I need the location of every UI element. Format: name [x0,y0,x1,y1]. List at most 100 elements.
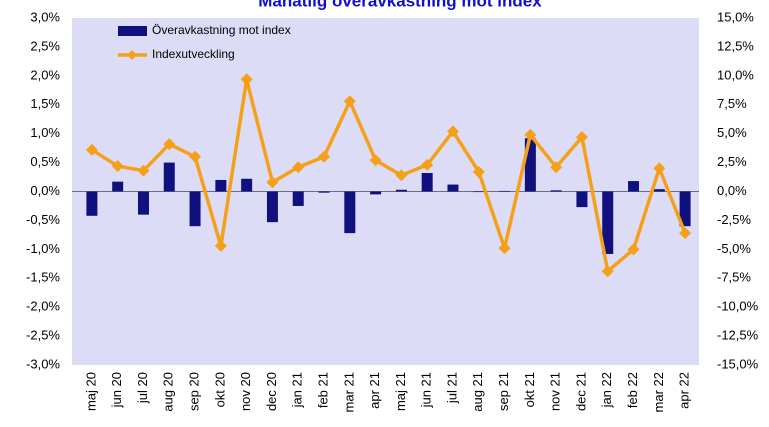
y-tick-label: 1,5% [30,96,60,111]
line-marker [653,162,666,175]
line-marker [524,128,537,141]
y2-tick-label: 2,5% [717,154,747,169]
y2-tick-label: 10,0% [717,67,754,82]
legend-label: Indexutveckling [152,47,235,61]
y-tick-label: -3,0% [26,356,60,371]
line-marker [292,161,305,174]
x-tick-label: jan 21 [290,372,305,408]
x-tick-label: maj 21 [393,372,408,411]
x-tick-label: apr 21 [367,372,382,409]
bar [344,191,356,234]
bar [628,181,640,192]
x-tick-label: jun 20 [109,372,124,408]
line [90,77,687,274]
line-marker [266,176,279,189]
x-tick-label: nov 20 [238,372,253,411]
y2-tick-label: 7,5% [717,96,747,111]
x-tick-label: aug 21 [470,372,485,412]
x-tick-label: apr 22 [677,372,692,409]
bar [370,191,382,195]
line-marker [395,169,408,182]
y2-tick-label: 0,0% [717,183,747,198]
y-tick-label: 2,5% [30,38,60,53]
bar [550,190,562,192]
bar [421,172,433,192]
line-marker [421,158,434,171]
y-tick-label: -2,0% [26,299,60,314]
x-tick-label: jun 21 [419,372,434,408]
bar [395,189,407,192]
y2-tick-label: 12,5% [717,38,754,53]
y-tick-label: -1,0% [26,241,60,256]
bar [137,191,149,215]
legend-label: Överavkastning mot index [152,23,291,37]
x-tick-label: mar 21 [341,372,356,412]
line-marker [627,243,640,256]
line-marker [601,265,614,278]
legend-swatch [118,26,147,36]
line-marker [472,165,485,178]
line-marker [189,150,202,163]
x-tick-label: aug 20 [161,372,176,412]
bar [86,191,98,216]
bar [112,181,124,192]
y2-tick-label: -12,5% [717,328,759,343]
bar [215,179,227,192]
bar [653,189,665,192]
x-tick-label: okt 21 [522,372,537,407]
x-tick-label: jul 20 [135,372,150,404]
y2-tick-label: -5,0% [717,241,751,256]
y2-tick-label: 15,0% [717,9,754,24]
line-marker [343,95,356,108]
x-tick-label: sep 21 [496,372,511,411]
bar [189,191,201,227]
line-marker [575,131,588,144]
bar [602,191,614,254]
bar [266,191,278,223]
bar [499,190,511,192]
line-marker [550,161,563,174]
line-marker [679,227,692,240]
x-tick-label: feb 22 [625,372,640,408]
y2-tick-label: -10,0% [717,299,759,314]
x-tick-label: dec 21 [573,372,588,411]
y2-tick-label: -2,5% [717,212,751,227]
y-tick-label: 2,0% [30,67,60,82]
x-tick-label: okt 20 [212,372,227,407]
bar [318,191,330,193]
y2-tick-label: -15,0% [717,356,759,371]
y-tick-label: -0,5% [26,212,60,227]
x-tick-label: feb 21 [315,372,330,408]
x-tick-label: sep 20 [187,372,202,411]
line-marker [240,73,253,86]
y-tick-label: 3,0% [30,9,60,24]
bar [524,138,536,192]
bar [473,191,485,193]
legend-swatch [127,50,137,60]
line-marker [85,143,98,156]
y2-tick-label: 5,0% [717,125,747,140]
line-marker [369,154,382,167]
x-tick-label: maj 20 [83,372,98,411]
bar [163,162,175,192]
y-tick-label: 0,5% [30,154,60,169]
x-tick-label: jul 21 [444,372,459,404]
line-marker [318,150,331,163]
line-marker [498,242,511,255]
y-tick-label: -1,5% [26,270,60,285]
x-tick-label: nov 21 [548,372,563,411]
x-tick-label: dec 20 [264,372,279,411]
line-marker [137,164,150,177]
line-marker [446,125,459,138]
y-tick-label: -2,5% [26,328,60,343]
bar [292,191,304,206]
x-tick-label: mar 22 [651,372,666,412]
bar [576,191,588,208]
bar [679,191,691,227]
line-marker [111,160,124,173]
y-tick-label: 1,0% [30,125,60,140]
y2-tick-label: -7,5% [717,270,751,285]
line-marker [214,239,227,252]
bar [447,184,459,192]
